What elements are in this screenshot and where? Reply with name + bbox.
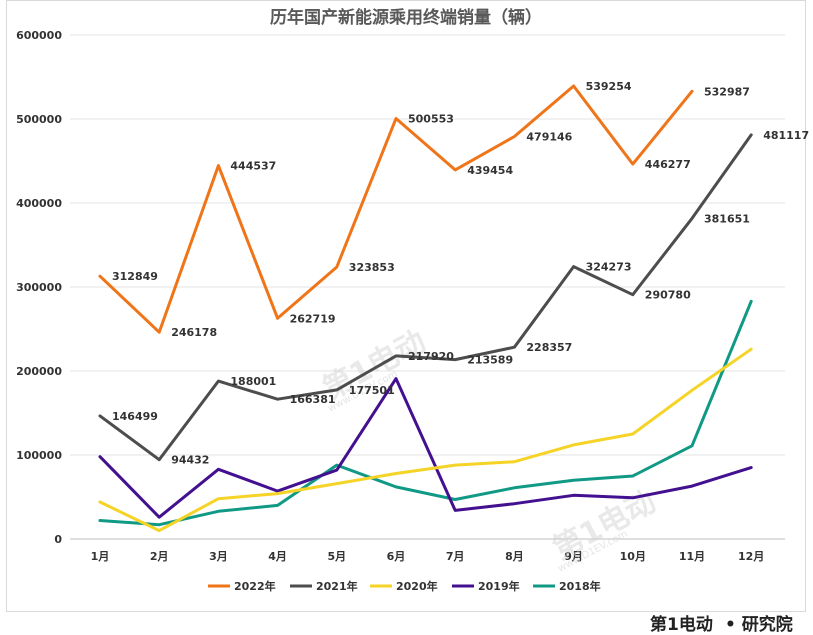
data-label: 188001 [230, 375, 276, 388]
legend-item: 2019年 [452, 579, 520, 593]
legend-item: 2018年 [533, 579, 601, 593]
legend-item: 2020年 [370, 579, 438, 593]
data-label: 217920 [408, 350, 454, 363]
y-axis: 0 100000 200000 300000 400000 500000 600000 [16, 29, 62, 546]
brand-suffix: • 研究院 [725, 614, 793, 635]
data-label: 177501 [349, 384, 395, 397]
x-tick-label: 5月 [327, 550, 346, 563]
x-tick-label: 2月 [150, 550, 169, 563]
x-tick-label: 6月 [387, 550, 406, 563]
series-line [98, 377, 753, 519]
x-tick-label: 9月 [564, 550, 583, 563]
y-tick-label: 100000 [16, 449, 62, 462]
y-tick-label: 500000 [16, 113, 62, 126]
data-label: 166381 [290, 393, 336, 406]
data-label: 481117 [763, 129, 809, 142]
x-tick-label: 7月 [446, 550, 465, 563]
brand-logo: 第1电动 • 研究院 [650, 614, 793, 635]
legend-label: 2021年 [316, 579, 358, 593]
data-label: 500553 [408, 113, 454, 126]
series-line [98, 84, 694, 334]
data-labels: 312849 246178 444537 262719 323853 500553 4394… [112, 80, 809, 467]
x-tick-label: 11月 [679, 550, 705, 563]
data-label: 290780 [645, 289, 691, 302]
legend: 2022年 2021年 2020年 2019年 2018年 [208, 579, 601, 593]
legend-label: 2020年 [396, 579, 438, 593]
data-label: 532987 [704, 85, 750, 98]
chart-frame [6, 0, 806, 612]
x-tick-label: 3月 [209, 550, 228, 563]
x-axis: 1月 2月 3月 4月 5月 6月 7月 8月 9月 10月 11月 12月 [91, 550, 765, 563]
data-label: 246178 [171, 326, 217, 339]
data-label: 444537 [230, 160, 276, 173]
series-line [98, 133, 753, 462]
y-tick-label: 600000 [16, 29, 62, 42]
x-tick-label: 12月 [738, 550, 764, 563]
legend-label: 2018年 [559, 579, 601, 593]
data-label: 446277 [645, 158, 691, 171]
x-tick-label: 4月 [268, 550, 287, 563]
series-line [98, 347, 753, 533]
y-tick-label: 0 [54, 533, 62, 546]
data-label: 479146 [526, 131, 572, 144]
data-label: 312849 [112, 270, 158, 283]
series-line [98, 299, 753, 527]
grid [70, 34, 785, 540]
data-label: 228357 [526, 341, 572, 354]
data-label: 213589 [467, 354, 513, 367]
y-tick-label: 400000 [16, 197, 62, 210]
series-group [98, 84, 753, 533]
legend-item: 2022年 [208, 579, 276, 593]
x-tick-label: 10月 [620, 550, 646, 563]
brand-logo-text: 第1电动 [650, 614, 713, 635]
data-label: 94432 [171, 454, 209, 467]
data-label: 439454 [467, 164, 513, 177]
x-tick-label: 1月 [91, 550, 110, 563]
data-label: 324273 [586, 261, 632, 274]
x-tick-label: 8月 [505, 550, 524, 563]
chart-title: 历年国产新能源乘用终端销量（辆） [270, 7, 542, 28]
data-label: 146499 [112, 410, 158, 423]
data-label: 262719 [290, 312, 336, 325]
data-label: 381651 [704, 212, 750, 225]
y-tick-label: 300000 [16, 281, 62, 294]
legend-label: 2019年 [478, 579, 520, 593]
data-label: 323853 [349, 261, 395, 274]
data-label: 539254 [586, 80, 632, 93]
legend-label: 2022年 [234, 579, 276, 593]
legend-item: 2021年 [290, 579, 358, 593]
y-tick-label: 200000 [16, 365, 62, 378]
